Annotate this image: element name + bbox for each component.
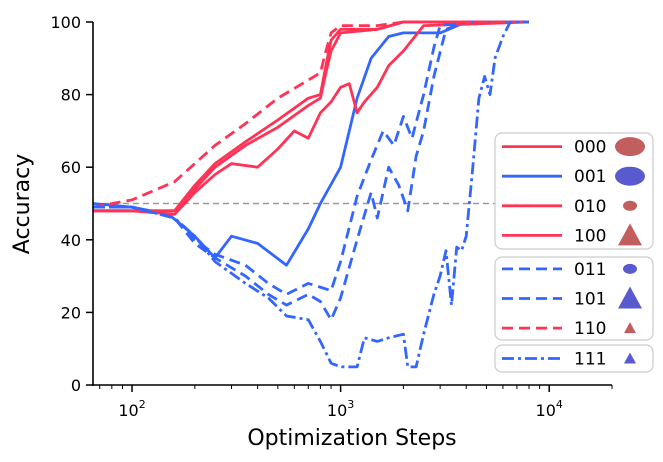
y-tick-label: 0 bbox=[71, 376, 81, 395]
legend-marker-010 bbox=[623, 200, 637, 211]
legend-label-110: 110 bbox=[574, 319, 606, 339]
legend-marker-111 bbox=[624, 352, 636, 364]
y-axis-label: Accuracy bbox=[10, 154, 35, 254]
series-line-100 bbox=[93, 20, 529, 213]
y-tick-label: 100 bbox=[50, 13, 81, 32]
legend-marker-011 bbox=[623, 263, 637, 274]
series-line-111 bbox=[93, 20, 529, 369]
series-line-101 bbox=[93, 20, 529, 322]
x-tick-label: 102 bbox=[118, 398, 145, 420]
axes bbox=[92, 22, 612, 386]
legend-marker-000 bbox=[615, 137, 645, 157]
legend: 000 001 010 100 011 101 110 111 bbox=[494, 132, 654, 373]
legend-marker-100 bbox=[618, 223, 642, 246]
x-tick-label: 103 bbox=[327, 398, 354, 420]
series-layer bbox=[92, 20, 530, 369]
y-tick-label: 40 bbox=[61, 231, 81, 250]
legend-label-100: 100 bbox=[574, 226, 606, 246]
legend-label-010: 010 bbox=[574, 197, 606, 217]
legend-marker-110 bbox=[624, 322, 636, 334]
x-axis-label: Optimization Steps bbox=[247, 426, 456, 451]
legend-label-000: 000 bbox=[574, 138, 606, 158]
legend-box bbox=[494, 132, 654, 250]
legend-label-101: 101 bbox=[574, 290, 606, 310]
ticks-layer: 0 20 40 60 80 100 102 103 104 bbox=[50, 13, 613, 420]
legend-marker-001 bbox=[615, 166, 645, 186]
x-tick-label: 104 bbox=[536, 398, 563, 420]
y-tick-label: 20 bbox=[61, 303, 81, 322]
series-line-110 bbox=[92, 20, 529, 209]
legend-box bbox=[494, 256, 654, 341]
legend-label-111: 111 bbox=[574, 350, 606, 370]
y-tick-label: 60 bbox=[61, 158, 81, 177]
series-line-010 bbox=[93, 20, 530, 216]
series-line-011 bbox=[93, 20, 529, 296]
legend-marker-101 bbox=[618, 286, 642, 309]
legend-box bbox=[494, 344, 654, 373]
series-line-000 bbox=[93, 20, 529, 213]
legend-label-011: 011 bbox=[574, 260, 606, 280]
y-tick-label: 80 bbox=[61, 86, 81, 105]
legend-label-001: 001 bbox=[574, 167, 606, 187]
series-line-001 bbox=[92, 20, 529, 267]
